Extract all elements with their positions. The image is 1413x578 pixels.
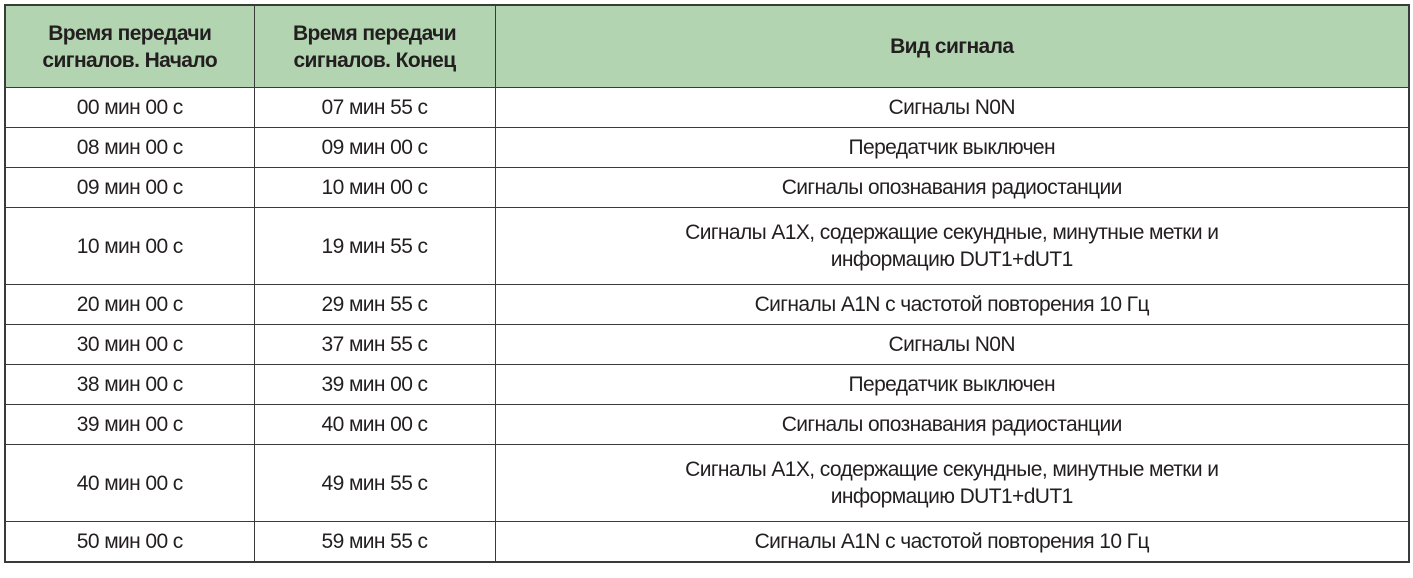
table-row: 38 мин 00 с 39 мин 00 с Передатчик выключе… — [4, 364, 1410, 405]
cell-start: 40 мин 00 с — [4, 444, 255, 522]
header-end: Время передачи сигналов. Конец — [253, 4, 496, 88]
cell-end: 29 мин 55 с — [253, 284, 496, 325]
table-row: 10 мин 00 с 19 мин 55 с Сигналы A1X, содер… — [4, 207, 1410, 285]
cell-end: 07 мин 55 с — [253, 87, 496, 128]
table-row: 20 мин 00 с 29 мин 55 с Сигналы A1N с част… — [4, 284, 1410, 325]
header-row: Время передачи сигналов. Начало Время пе… — [4, 4, 1410, 88]
cell-end: 59 мин 55 с — [253, 521, 496, 563]
header-type: Вид сигнала — [494, 4, 1410, 88]
table-row: 50 мин 00 с 59 мин 55 с Сигналы A1N с част… — [4, 521, 1410, 563]
cell-end: 49 мин 55 с — [253, 444, 496, 522]
cell-end: 40 мин 00 с — [253, 404, 496, 445]
signal-schedule-table: Время передачи сигналов. Начало Время пе… — [4, 4, 1410, 563]
table-row: 00 мин 00 с 07 мин 55 с Сигналы N0N — [4, 87, 1410, 128]
cell-start: 00 мин 00 с — [4, 87, 255, 128]
cell-type: Передатчик выключен — [494, 127, 1410, 168]
cell-type: Передатчик выключен — [494, 364, 1410, 405]
cell-start: 10 мин 00 с — [4, 207, 255, 285]
cell-start: 50 мин 00 с — [4, 521, 255, 563]
cell-start: 20 мин 00 с — [4, 284, 255, 325]
cell-end: 39 мин 00 с — [253, 364, 496, 405]
cell-type: Сигналы опознавания радиостанции — [494, 404, 1410, 445]
table-row: 39 мин 00 с 40 мин 00 с Сигналы опознавани… — [4, 404, 1410, 445]
cell-start: 39 мин 00 с — [4, 404, 255, 445]
table-row: 09 мин 00 с 10 мин 00 с Сигналы опознавани… — [4, 167, 1410, 208]
cell-type: Сигналы N0N — [494, 324, 1410, 365]
cell-end: 10 мин 00 с — [253, 167, 496, 208]
cell-end: 09 мин 00 с — [253, 127, 496, 168]
cell-type: Сигналы A1N с частотой повторения 10 Гц — [494, 284, 1410, 325]
cell-type: Сигналы A1N с частотой повторения 10 Гц — [494, 521, 1410, 563]
table-row: 30 мин 00 с 37 мин 55 с Сигналы N0N — [4, 324, 1410, 365]
cell-type: Сигналы A1X, содержащие секундные, минут… — [494, 444, 1410, 522]
cell-type: Сигналы N0N — [494, 87, 1410, 128]
header-start: Время передачи сигналов. Начало — [4, 4, 255, 88]
cell-start: 09 мин 00 с — [4, 167, 255, 208]
cell-start: 30 мин 00 с — [4, 324, 255, 365]
cell-start: 38 мин 00 с — [4, 364, 255, 405]
cell-end: 19 мин 55 с — [253, 207, 496, 285]
cell-type: Сигналы опознавания радиостанции — [494, 167, 1410, 208]
cell-type: Сигналы A1X, содержащие секундные, минут… — [494, 207, 1410, 285]
table-row: 40 мин 00 с 49 мин 55 с Сигналы A1X, содер… — [4, 444, 1410, 522]
table-row: 08 мин 00 с 09 мин 00 с Передатчик выключе… — [4, 127, 1410, 168]
cell-start: 08 мин 00 с — [4, 127, 255, 168]
cell-end: 37 мин 55 с — [253, 324, 496, 365]
